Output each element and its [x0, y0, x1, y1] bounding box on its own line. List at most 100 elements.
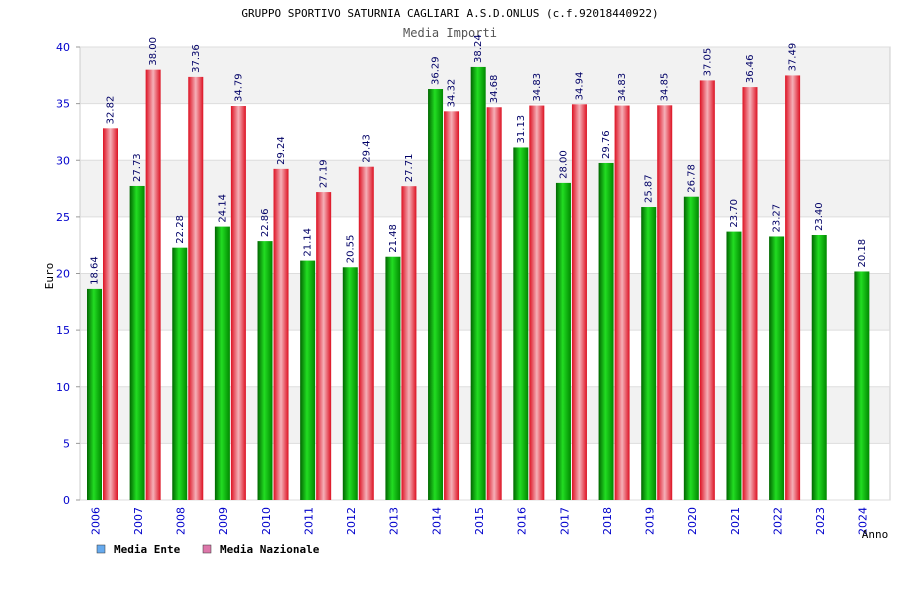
bar-media-ente	[87, 288, 102, 500]
bar-value-label: 29.43	[361, 134, 372, 163]
bar-media-ente	[726, 231, 742, 500]
x-tick-label: 2007	[132, 507, 145, 535]
data-labels: 18.64 32.82 27.73 38.00 22.28 37.36 24.14 34.79…	[90, 34, 868, 285]
y-tick-label: 30	[56, 154, 70, 167]
y-tick-label: 35	[56, 98, 70, 111]
bar-media-nazionale	[444, 111, 460, 501]
y-tick-label: 15	[56, 324, 70, 337]
bar-media-ente	[257, 241, 273, 500]
legend-label-media-ente: Media Ente	[114, 543, 181, 556]
y-tick-label: 40	[56, 41, 70, 54]
bar-value-label: 27.71	[404, 154, 415, 183]
x-tick-label: 2021	[729, 507, 742, 535]
x-tick-label: 2019	[644, 507, 657, 535]
bar-media-nazionale	[316, 192, 332, 501]
bar-media-nazionale	[145, 69, 161, 501]
bar-media-nazionale	[230, 106, 246, 501]
bar-media-ente	[172, 247, 188, 500]
bar-media-nazionale	[571, 104, 587, 500]
bar-value-label: 21.48	[388, 224, 399, 253]
bar-media-ente	[513, 147, 529, 500]
legend: Media Ente Media Nazionale	[96, 543, 320, 556]
legend-swatch-media-ente	[96, 544, 106, 554]
bar-media-nazionale	[614, 105, 630, 501]
bar-value-label: 38.24	[473, 34, 484, 63]
y-tick-label: 10	[56, 381, 70, 394]
bar-media-nazionale	[486, 107, 502, 501]
legend-label-media-nazionale: Media Nazionale	[220, 543, 320, 556]
bar-value-label: 20.18	[857, 239, 868, 268]
bar-value-label: 37.05	[702, 48, 713, 77]
bar-media-ente	[683, 196, 699, 501]
bar-media-ente	[470, 66, 486, 500]
y-tick-label: 25	[56, 211, 70, 224]
bar-value-label: 31.13	[516, 115, 527, 144]
bar-media-nazionale	[188, 76, 204, 500]
bar-value-label: 21.14	[303, 228, 314, 257]
bar-media-ente	[598, 162, 614, 500]
bar-value-label: 34.32	[447, 79, 458, 108]
bar-value-label: 25.87	[644, 174, 655, 203]
bar-value-label: 37.36	[191, 44, 202, 73]
bar-value-label: 22.86	[260, 208, 271, 237]
bar-value-label: 23.40	[814, 202, 825, 231]
bar-value-label: 22.28	[175, 215, 186, 244]
bar-media-nazionale	[401, 186, 417, 500]
bars	[87, 66, 870, 501]
bar-media-nazionale	[529, 105, 545, 501]
bar-media-ente	[385, 256, 401, 500]
x-tick-label: 2020	[686, 507, 699, 535]
bar-value-label: 38.00	[148, 37, 159, 66]
legend-swatch-media-nazionale	[202, 544, 212, 554]
bar-value-label: 37.49	[788, 43, 799, 72]
y-tick-label: 20	[56, 268, 70, 281]
x-tick-label: 2011	[302, 507, 315, 535]
bar-media-ente	[342, 267, 358, 500]
bar-value-label: 34.83	[532, 73, 543, 102]
chart-subtitle: Media Importi	[403, 26, 497, 40]
bar-media-ente	[811, 234, 827, 500]
bar-value-label: 34.83	[617, 73, 628, 102]
bar-value-label: 24.14	[217, 194, 228, 223]
bar-value-label: 29.24	[276, 136, 287, 165]
bar-media-ente	[555, 182, 571, 500]
bar-value-label: 27.73	[132, 153, 143, 182]
bar-media-ente	[769, 236, 785, 500]
bar-value-label: 34.94	[574, 72, 585, 101]
bar-media-nazionale	[103, 128, 118, 500]
bar-value-label: 23.70	[729, 199, 740, 228]
bar-value-label: 18.64	[90, 256, 101, 285]
bar-value-label: 28.00	[558, 150, 569, 179]
bar-value-label: 36.29	[431, 56, 442, 85]
bar-media-nazionale	[742, 87, 758, 500]
x-tick-label: 2014	[430, 507, 443, 535]
bar-value-label: 27.19	[319, 159, 330, 188]
y-tick-label: 5	[63, 437, 70, 450]
bar-media-ente	[129, 185, 145, 500]
x-tick-label: 2017	[558, 507, 571, 535]
bar-value-label: 36.46	[745, 54, 756, 83]
x-tick-label: 2009	[217, 507, 230, 535]
bar-value-label: 26.78	[686, 164, 697, 193]
x-tick-label: 2010	[260, 507, 273, 535]
bar-media-nazionale	[273, 168, 289, 500]
x-axis-label: Anno	[862, 528, 889, 541]
x-tick-label: 2008	[175, 507, 188, 535]
bar-media-ente	[428, 89, 444, 500]
y-tick-label: 0	[63, 494, 70, 507]
x-tick-label: 2022	[771, 507, 784, 535]
bar-value-label: 23.27	[772, 204, 783, 233]
chart-title: GRUPPO SPORTIVO SATURNIA CAGLIARI A.S.D.…	[241, 7, 658, 20]
y-axis-label: Euro	[43, 263, 56, 290]
x-tick-label: 2018	[601, 507, 614, 535]
bar-media-ente	[641, 207, 657, 500]
bar-value-label: 34.68	[489, 75, 500, 104]
bar-value-label: 34.85	[660, 73, 671, 102]
bar-media-ente	[214, 226, 230, 500]
x-tick-label: 2016	[516, 507, 529, 535]
bar-media-nazionale	[358, 166, 374, 500]
bar-value-label: 34.79	[233, 73, 244, 102]
bar-value-label: 29.76	[601, 130, 612, 159]
x-tick-label: 2015	[473, 507, 486, 535]
